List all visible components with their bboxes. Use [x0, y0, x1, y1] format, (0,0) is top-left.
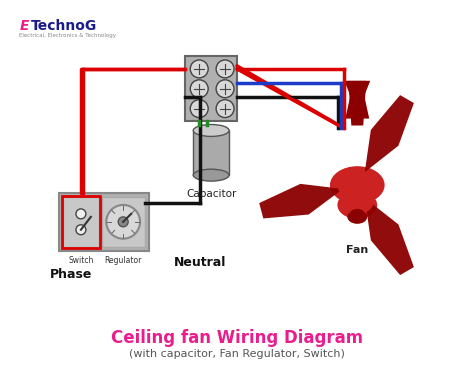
Ellipse shape [347, 210, 367, 224]
FancyBboxPatch shape [102, 197, 145, 247]
Circle shape [76, 225, 86, 235]
Text: E: E [19, 19, 29, 33]
Ellipse shape [337, 170, 377, 200]
Text: Regulator: Regulator [104, 256, 142, 265]
FancyBboxPatch shape [185, 56, 237, 120]
Text: Neutral: Neutral [174, 256, 227, 269]
Ellipse shape [193, 125, 229, 136]
Polygon shape [348, 81, 366, 125]
Ellipse shape [193, 169, 229, 181]
Polygon shape [365, 198, 414, 275]
Circle shape [190, 100, 208, 118]
Ellipse shape [330, 166, 384, 204]
FancyBboxPatch shape [59, 193, 148, 250]
Circle shape [216, 60, 234, 78]
Circle shape [76, 209, 86, 219]
Circle shape [106, 205, 140, 239]
Circle shape [216, 100, 234, 118]
Text: Phase: Phase [50, 269, 92, 281]
Ellipse shape [337, 191, 377, 219]
FancyBboxPatch shape [193, 131, 229, 175]
Text: TechnoG: TechnoG [31, 19, 98, 33]
FancyBboxPatch shape [63, 197, 99, 247]
Text: Electrical, Electronics & Technology: Electrical, Electronics & Technology [19, 33, 116, 38]
Ellipse shape [341, 192, 373, 214]
Polygon shape [365, 95, 414, 172]
Circle shape [216, 80, 234, 98]
Text: Capacitor: Capacitor [186, 189, 237, 199]
Circle shape [190, 80, 208, 98]
Ellipse shape [349, 209, 365, 221]
Text: Fan: Fan [346, 245, 368, 255]
Text: Ceiling fan Wiring Diagram: Ceiling fan Wiring Diagram [111, 329, 363, 347]
Polygon shape [345, 81, 370, 96]
Circle shape [190, 60, 208, 78]
Text: (with capacitor, Fan Regulator, Switch): (with capacitor, Fan Regulator, Switch) [129, 349, 345, 359]
Polygon shape [346, 96, 369, 118]
Text: Switch: Switch [68, 256, 93, 265]
Circle shape [118, 217, 128, 227]
Polygon shape [259, 184, 343, 218]
